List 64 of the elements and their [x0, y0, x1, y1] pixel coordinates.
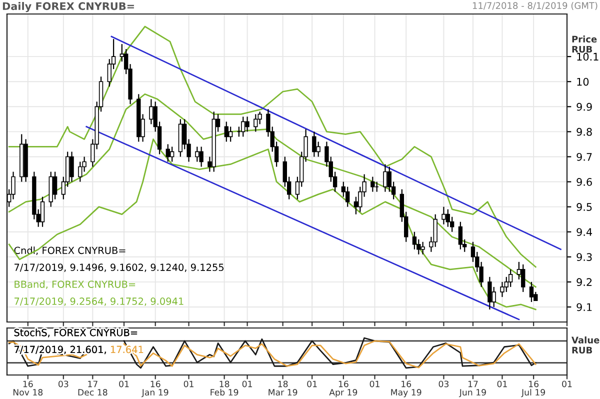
x-tick-label: 03 — [58, 380, 68, 388]
x-tick-label: 16 Jan 19 — [141, 380, 168, 398]
y-tick-label: 9.3 — [576, 253, 592, 261]
candlestick — [195, 146, 200, 162]
y-tick-label: 9.9 — [576, 102, 592, 111]
candlestick — [312, 131, 316, 158]
x-tick-label: 01 — [307, 380, 317, 388]
x-tick-label: 01 — [370, 380, 380, 388]
x-tick-label: 01 — [562, 380, 572, 388]
candlestick — [224, 121, 228, 142]
y-tick-label: 9.7 — [576, 152, 592, 161]
x-tick-label: 16 Jul 19 — [521, 380, 546, 398]
x-tick-label: 16 Apr 19 — [329, 380, 358, 398]
candlestick — [433, 214, 438, 248]
y-tick-label: 10.1 — [577, 52, 598, 61]
y-tick-label: 9.6 — [576, 178, 592, 186]
line-series — [8, 93, 536, 288]
y-axis-title: Value RUB — [572, 336, 600, 354]
x-tick-label: 16 Nov 18 — [13, 380, 43, 396]
candlestick — [458, 221, 463, 250]
candlestick — [170, 146, 174, 162]
y-tick-label: 9.5 — [576, 203, 592, 211]
candlestick — [52, 171, 58, 200]
candlestick — [199, 146, 204, 168]
x-tick-label: 18 Mar 19 — [268, 380, 298, 396]
candlestick — [529, 281, 534, 303]
candlestick — [420, 241, 425, 255]
annotation: BBand, FOREX CNYRUB= — [14, 280, 136, 289]
candlestick — [442, 206, 446, 225]
candlestick — [346, 186, 350, 208]
x-tick-label: 17 Dec 18 — [78, 380, 108, 396]
candlestick — [149, 98, 154, 125]
chart-subtitle: 11/7/2018 - 8/1/2019 (GMT) — [472, 2, 598, 10]
candlestick — [40, 196, 45, 228]
candlestick — [370, 176, 375, 192]
candlestick — [383, 164, 388, 192]
y-tick-label: 10 — [577, 78, 589, 86]
annotation: 7/17/2019, 9.1496, 9.1602, 9.1240, 9.1255 — [14, 264, 224, 272]
annotation: 7/17/2019, 9.2564, 9.1752, 9.0941 — [14, 298, 184, 306]
x-tick-label: 01 — [119, 380, 129, 388]
x-tick-label: 01 — [242, 380, 252, 388]
x-tick-label: 16 May 19 — [391, 380, 422, 398]
candlestick — [241, 116, 246, 138]
chart-title: Daily FOREX CNYRUB= — [2, 2, 134, 12]
x-tick-label: 03 — [438, 380, 449, 388]
candlestick — [521, 264, 526, 293]
candlestick — [166, 144, 170, 162]
x-tick-label: 17 Jun 19 — [458, 380, 486, 398]
y-tick-label: 9.2 — [576, 278, 592, 286]
text: StochS, FOREX CNYRUB= — [14, 328, 138, 338]
candlestick — [254, 114, 258, 132]
candlestick — [500, 281, 504, 298]
candlestick — [245, 116, 250, 132]
candlestick — [78, 161, 82, 182]
x-tick-label: 18 Feb 19 — [210, 380, 238, 396]
candlestick — [488, 276, 492, 310]
y-tick-label: 9.4 — [576, 228, 592, 236]
y-axis-title: Price RUB — [572, 36, 597, 53]
x-tick-label: 01 — [184, 380, 194, 388]
candlestick — [228, 126, 233, 142]
y-tick-label: 9.1 — [576, 303, 592, 312]
x-tick-label: 01 — [497, 380, 507, 388]
y-tick-label: 9.8 — [576, 128, 592, 136]
candlestick — [70, 151, 74, 182]
